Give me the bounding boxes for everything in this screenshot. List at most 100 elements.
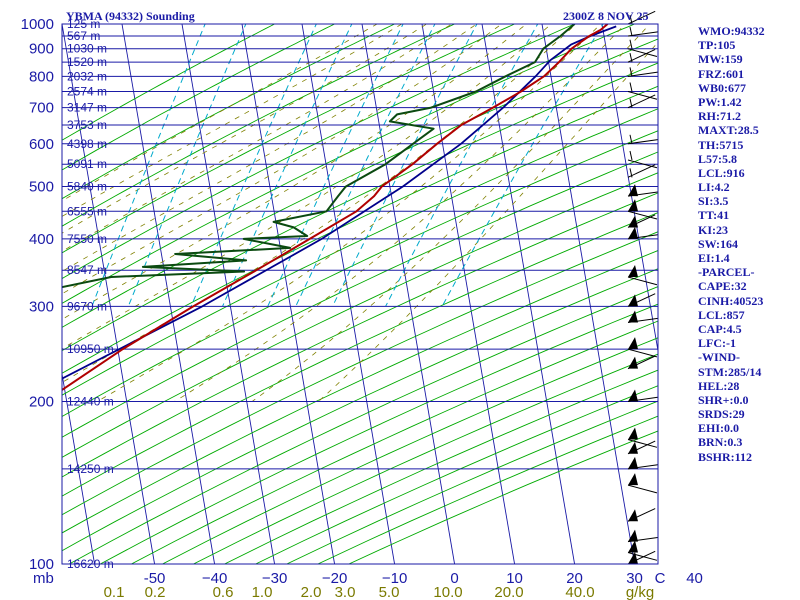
wind-barb-flag	[628, 310, 638, 323]
moist-adiabat-line	[62, 24, 378, 202]
wind-barb-flag	[628, 529, 638, 542]
wind-barb-flag	[628, 473, 638, 486]
pressure-label: 1000	[21, 16, 54, 33]
height-label: 5091 m	[67, 157, 107, 171]
wind-barb	[627, 48, 656, 63]
moist-adiabat-line	[62, 24, 403, 217]
wind-barb-feather	[629, 82, 633, 92]
pressure-label: 400	[29, 231, 54, 248]
wind-barb-staff	[627, 31, 658, 37]
wind-barb	[627, 293, 656, 307]
dry-adiabat-line	[62, 24, 636, 304]
wind-barb-flag	[628, 337, 638, 350]
height-label: 16620 m	[67, 557, 114, 571]
sounding-index-item: PW:1.42	[698, 94, 742, 109]
pressure-label: 600	[29, 136, 54, 153]
dry-adiabat-line	[62, 24, 456, 227]
wind-barb	[627, 427, 658, 448]
wind-barb-flag	[628, 356, 638, 369]
wind-barb	[627, 529, 658, 543]
sounding-indices-panel: WMO:94332 TP:105 MW:159 FRZ:601 WB0:677 PW:1.…	[698, 24, 798, 464]
height-label: 9670 m	[67, 299, 107, 313]
wind-barb	[627, 82, 658, 100]
sounding-index-item: SW:164	[698, 236, 739, 251]
mixing-ratio-line	[222, 24, 353, 307]
height-label: 4398 m	[67, 137, 107, 151]
wind-barb	[627, 199, 658, 220]
mixing-ratio-label: 10.0	[433, 584, 462, 600]
sounding-index-item: STM:285/14	[698, 364, 762, 379]
wind-barb-flag	[628, 226, 638, 239]
sounding-index-item: BRN:0.3	[698, 435, 743, 450]
wind-barb	[627, 456, 658, 470]
isotherm-line	[241, 24, 336, 564]
mixing-ratio-line	[385, 24, 539, 307]
x-unit-label: C	[655, 570, 666, 587]
height-label: 10950 m	[67, 342, 114, 356]
wind-barb	[627, 39, 658, 57]
sounding-profiles	[62, 24, 617, 392]
mixing-ratio-unit-label: g/kg	[626, 584, 654, 600]
height-label: 3147 m	[67, 101, 107, 115]
dry-adiabat-line	[62, 24, 336, 171]
sounding-index-item: LCL:916	[698, 165, 745, 180]
wind-barb	[627, 473, 658, 494]
pressure-label: 800	[29, 68, 54, 85]
mixing-ratio-label: 0.6	[213, 584, 234, 600]
temperature-tick-label: −20	[322, 570, 347, 587]
pressure-label: 300	[29, 298, 54, 315]
temperature-tick-label: 0	[450, 570, 458, 587]
dry-adiabat-line	[68, 286, 658, 564]
moist-adiabat-line	[62, 24, 478, 272]
wind-barb	[627, 150, 658, 169]
mixing-ratio-line	[127, 24, 247, 307]
sounding-index-item: SI:3.5	[698, 194, 729, 209]
dry-adiabat-line	[162, 337, 658, 564]
mixing-ratio-label: 3.0	[335, 584, 356, 600]
sounding-index-item: FRZ:601	[698, 66, 744, 81]
wind-barb-flag	[628, 215, 638, 228]
height-label: 1030 m	[67, 42, 107, 56]
wind-barb	[627, 440, 656, 455]
mixing-ratio-line	[91, 24, 206, 307]
isotherm-line	[541, 24, 636, 564]
temperature-line	[62, 24, 609, 392]
wind-barb	[627, 26, 658, 37]
isotherm-line	[62, 371, 96, 564]
mixing-ratio-label: 0.1	[104, 584, 125, 600]
moist-adiabat-line	[251, 24, 651, 402]
mixing-ratio-line	[441, 24, 604, 307]
wind-barb	[627, 164, 656, 178]
wind-barb-flag	[628, 441, 638, 454]
wind-barb-flag	[628, 389, 638, 402]
dry-adiabat-line	[62, 130, 658, 418]
dry-adiabat-line	[62, 62, 658, 352]
mixing-ratio-label: 1.0	[252, 584, 273, 600]
temperature-tick-label: −30	[262, 570, 287, 587]
sounding-index-item: MW:159	[698, 52, 743, 67]
sounding-index-item: CINH:40523	[698, 293, 764, 308]
wind-barb	[627, 184, 658, 197]
height-label: 125 m	[67, 17, 100, 31]
height-label: 2574 m	[67, 84, 107, 98]
wind-barb-staff	[627, 48, 656, 63]
dewpoint-line	[62, 24, 576, 289]
isotherm-line	[481, 24, 576, 564]
pressure-label: 900	[29, 41, 54, 58]
wind-barb-staff	[627, 71, 658, 77]
mixing-ratio-line	[267, 24, 404, 307]
background-grid	[62, 24, 658, 564]
height-label: 7550 m	[67, 232, 107, 246]
parcel-path-line	[62, 25, 617, 380]
wind-barb-flag	[628, 427, 638, 440]
chart-title: YBMA (94332) Sounding	[66, 9, 195, 23]
wind-barb-staff	[627, 48, 658, 57]
temperature-tick-label: 10	[506, 570, 523, 587]
mixing-ratio-label: 2.0	[301, 584, 322, 600]
sounding-index-item: MAXT:28.5	[698, 123, 759, 138]
height-label: 1520 m	[67, 55, 107, 69]
dry-adiabat-line	[62, 24, 576, 280]
sounding-index-item: TP:105	[698, 38, 736, 53]
sounding-index-item: TT:41	[698, 208, 730, 223]
